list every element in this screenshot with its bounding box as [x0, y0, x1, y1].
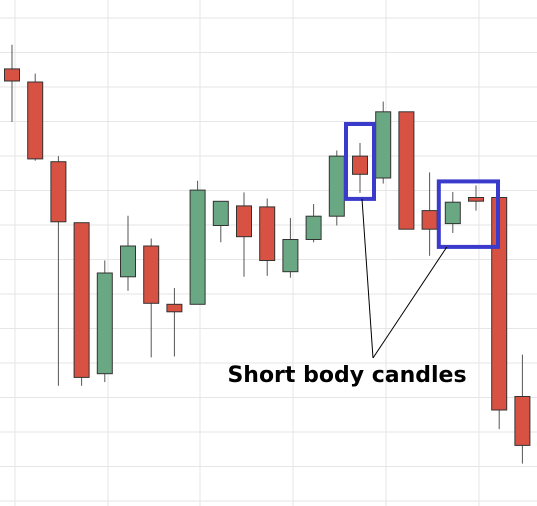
- candle-body-up: [328, 155, 345, 217]
- annotation-label: Short body candles: [227, 363, 466, 388]
- candle-body-down: [468, 197, 484, 202]
- annotation-group: Short body candles: [227, 122, 500, 388]
- candle-body-up: [305, 215, 322, 240]
- candle-body-down: [166, 303, 183, 313]
- candle-body-down: [352, 155, 368, 175]
- candle-body-down: [398, 111, 415, 230]
- candle-body-down: [143, 245, 160, 304]
- highlight-box-single: [344, 122, 376, 201]
- candle-body-up: [96, 272, 113, 375]
- candle-body-up: [282, 239, 299, 273]
- candle-body-up: [375, 111, 392, 179]
- candle-body-up: [444, 201, 461, 225]
- candles: [4, 44, 531, 464]
- candle-body-down: [4, 68, 20, 82]
- candle-body-down: [259, 206, 276, 261]
- candle-body-up: [120, 245, 136, 278]
- annotation-pointer-left: [361, 198, 374, 359]
- candle-body-down: [236, 205, 252, 238]
- highlight-box-pair: [436, 179, 500, 249]
- candle-body-down: [421, 210, 438, 230]
- candle-body-up: [189, 189, 206, 305]
- candle-body-down: [73, 222, 90, 378]
- candle-body-down: [514, 396, 531, 446]
- candle-body-up: [212, 200, 229, 227]
- annotation-pointer-right: [372, 246, 448, 359]
- candle-body-down: [50, 161, 67, 223]
- candle-body-down: [27, 81, 44, 160]
